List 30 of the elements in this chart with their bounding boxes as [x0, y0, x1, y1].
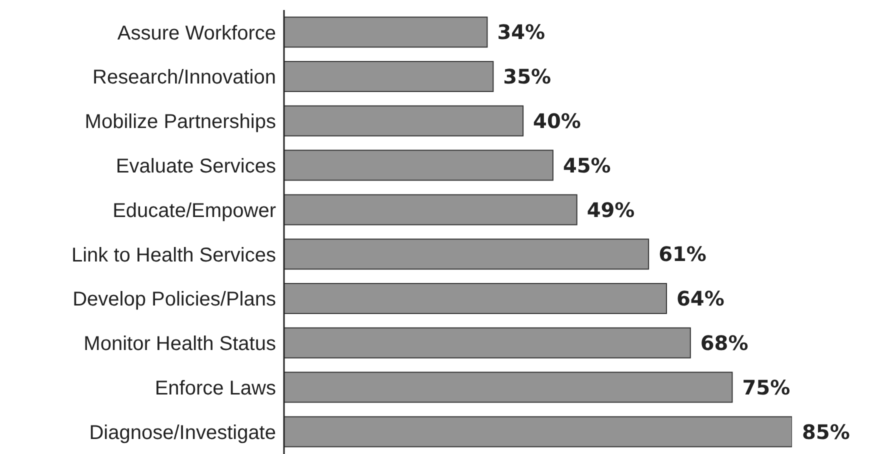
- y-tick-label: Evaluate Services: [116, 156, 276, 178]
- y-tick-label: Research/Innovation: [92, 66, 276, 89]
- data-label: 75%: [742, 375, 790, 400]
- bar: [284, 150, 554, 181]
- data-label: 34%: [497, 20, 546, 44]
- data-label: 49%: [586, 198, 635, 222]
- data-label: 45%: [562, 153, 611, 178]
- data-label: 64%: [676, 286, 724, 311]
- bar: [284, 238, 650, 270]
- y-tick-label: Diagnose/Investigate: [89, 422, 276, 444]
- bar: [284, 105, 524, 136]
- data-label: 61%: [658, 242, 706, 266]
- data-label: 40%: [533, 109, 581, 134]
- bar: [284, 194, 578, 226]
- data-label: 68%: [700, 331, 748, 356]
- y-tick-label: Assure Workforce: [117, 22, 276, 44]
- y-tick-label: Monitor Health Status: [84, 333, 276, 356]
- data-label: 35%: [503, 64, 552, 89]
- bar: [284, 61, 494, 92]
- bar: [284, 327, 691, 358]
- bar: [284, 372, 733, 403]
- y-tick-label: Link to Health Services: [71, 244, 276, 266]
- y-tick-label: Educate/Empower: [112, 200, 276, 222]
- bar: [284, 416, 792, 448]
- data-label: 85%: [802, 420, 850, 444]
- y-tick-label: Enforce Laws: [154, 378, 276, 400]
- y-tick-label: Develop Policies/Plans: [72, 288, 276, 311]
- bar: [284, 283, 667, 314]
- y-tick-label: Mobilize Partnerships: [84, 111, 276, 134]
- bar: [284, 16, 488, 48]
